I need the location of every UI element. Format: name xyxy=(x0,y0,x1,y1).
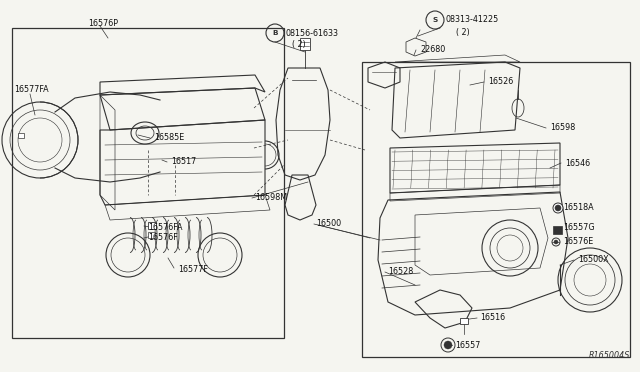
Text: 08156-61633: 08156-61633 xyxy=(285,29,338,38)
Circle shape xyxy=(555,205,561,211)
Text: ( 2): ( 2) xyxy=(456,28,470,36)
Text: 16585E: 16585E xyxy=(154,134,184,142)
Text: 16557G: 16557G xyxy=(563,224,595,232)
Text: 16576E: 16576E xyxy=(563,237,593,247)
Text: 16576P: 16576P xyxy=(88,19,118,28)
Bar xyxy=(148,232,155,238)
Text: 16557: 16557 xyxy=(455,340,481,350)
Text: 16576F: 16576F xyxy=(148,234,178,243)
Text: 16598: 16598 xyxy=(550,124,575,132)
Bar xyxy=(300,38,310,50)
Text: 16577FA: 16577FA xyxy=(14,86,49,94)
Text: 16500X: 16500X xyxy=(578,256,609,264)
Text: 16528: 16528 xyxy=(388,267,413,276)
Bar xyxy=(362,62,630,357)
Text: 16518A: 16518A xyxy=(563,203,594,212)
Text: 22680: 22680 xyxy=(420,45,445,55)
Text: 16526: 16526 xyxy=(488,77,513,87)
Text: 16598M: 16598M xyxy=(255,193,287,202)
Circle shape xyxy=(553,203,563,213)
Bar xyxy=(12,28,284,338)
Text: ( 2): ( 2) xyxy=(292,41,306,49)
Text: 16500: 16500 xyxy=(316,219,341,228)
Text: 16516: 16516 xyxy=(480,314,505,323)
Circle shape xyxy=(444,341,452,349)
Text: 16576FA: 16576FA xyxy=(148,224,182,232)
Bar xyxy=(460,318,468,324)
Circle shape xyxy=(554,240,558,244)
Text: 08313-41225: 08313-41225 xyxy=(445,16,499,25)
Text: B: B xyxy=(272,30,278,36)
Text: S: S xyxy=(433,17,438,23)
Text: R165004S: R165004S xyxy=(589,351,630,360)
Bar xyxy=(148,222,156,229)
Text: 16546: 16546 xyxy=(565,158,590,167)
Bar xyxy=(18,133,24,138)
Bar xyxy=(553,226,562,234)
Text: 16517: 16517 xyxy=(171,157,196,167)
Text: 16577F: 16577F xyxy=(178,266,208,275)
